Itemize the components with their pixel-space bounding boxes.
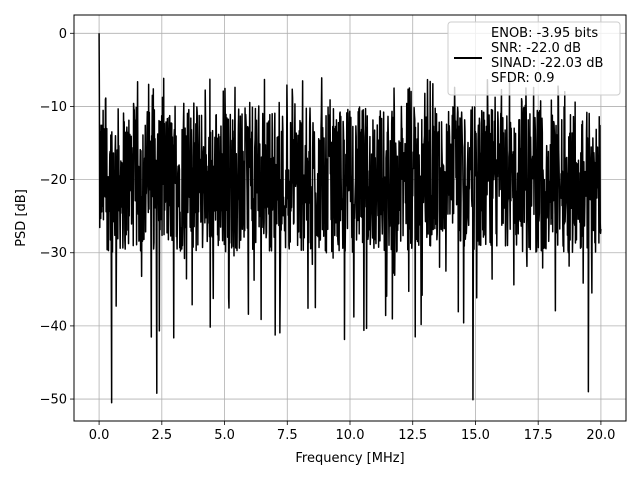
x-tick-label: 7.5 bbox=[277, 428, 298, 443]
x-tick-label: 20.0 bbox=[586, 428, 615, 443]
x-tick-label: 2.5 bbox=[151, 428, 172, 443]
x-axis-ticks: 0.0 2.5 5.0 7.5 10.0 12.5 15.0 17.5 20.0 bbox=[89, 421, 615, 443]
series-layer bbox=[98, 33, 602, 404]
x-axis-label: Frequency [MHz] bbox=[295, 451, 404, 466]
y-tick-label: 0 bbox=[59, 27, 67, 42]
x-tick-label: 5.0 bbox=[214, 428, 235, 443]
legend-box bbox=[447, 21, 621, 96]
y-tick-label: −40 bbox=[40, 319, 67, 334]
psd-line bbox=[98, 33, 602, 404]
y-axis-ticks: 0 −10 −20 −30 −40 −50 bbox=[40, 27, 74, 408]
y-tick-label: −20 bbox=[40, 173, 67, 188]
x-tick-label: 10.0 bbox=[336, 428, 365, 443]
y-tick-label: −30 bbox=[40, 246, 67, 261]
y-axis-label: PSD [dB] bbox=[14, 189, 29, 247]
y-tick-label: −10 bbox=[40, 100, 67, 115]
x-tick-label: 0.0 bbox=[89, 428, 110, 443]
legend: ENOB: -3.95 bits SNR: -22.0 dB SINAD: -22.… bbox=[447, 21, 621, 96]
x-tick-label: 12.5 bbox=[398, 428, 427, 443]
x-tick-label: 17.5 bbox=[524, 428, 553, 443]
x-tick-label: 15.0 bbox=[461, 428, 490, 443]
legend-entry: ENOB: -3.95 bits SNR: -22.0 dB SINAD: -22.… bbox=[491, 26, 603, 86]
y-tick-label: −50 bbox=[40, 393, 67, 408]
